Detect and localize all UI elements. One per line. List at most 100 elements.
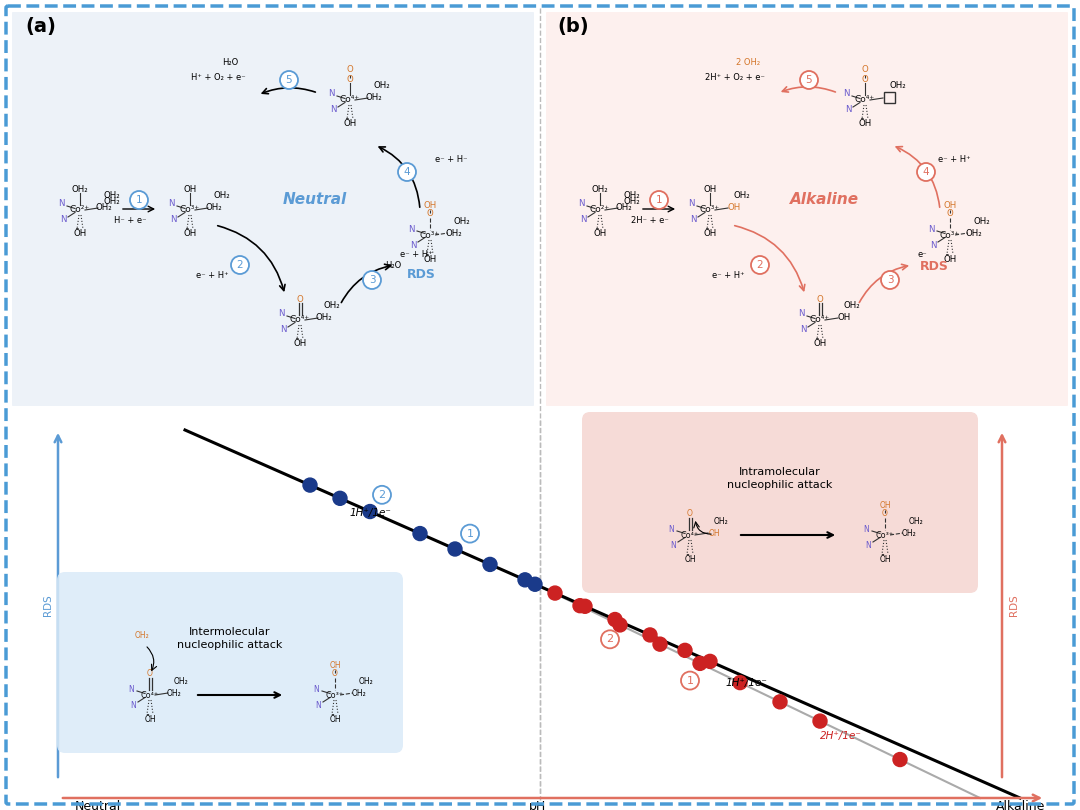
Text: Co⁴⁺: Co⁴⁺ (855, 96, 875, 104)
Text: ŌH: ŌH (145, 714, 156, 723)
FancyBboxPatch shape (57, 572, 403, 753)
Text: 5: 5 (806, 75, 812, 85)
Text: N: N (170, 215, 176, 224)
Circle shape (681, 671, 699, 689)
Text: OH: OH (943, 201, 957, 210)
Text: N: N (280, 326, 286, 335)
Text: e⁻ + H⁺: e⁻ + H⁺ (195, 271, 228, 280)
Text: N: N (928, 224, 934, 233)
Text: Co⁴⁺: Co⁴⁺ (810, 316, 831, 325)
Text: OH₂: OH₂ (214, 191, 231, 201)
FancyBboxPatch shape (546, 12, 1068, 406)
Text: N: N (865, 540, 870, 549)
Text: 1: 1 (687, 676, 693, 685)
Text: OH₂: OH₂ (966, 228, 983, 237)
Text: ŌH: ŌH (703, 229, 717, 238)
Text: N: N (59, 215, 66, 224)
Text: Co⁴⁺: Co⁴⁺ (680, 531, 699, 539)
Text: Co⁴⁺: Co⁴⁺ (140, 690, 159, 700)
Text: O: O (862, 75, 868, 83)
Circle shape (613, 618, 627, 632)
Circle shape (483, 557, 497, 571)
Text: e⁻ + H⁺: e⁻ + H⁺ (939, 155, 971, 164)
Circle shape (773, 695, 787, 709)
Circle shape (573, 599, 588, 612)
Circle shape (528, 578, 542, 591)
FancyBboxPatch shape (582, 412, 978, 593)
Text: ŌH: ŌH (294, 339, 307, 348)
Text: N: N (578, 199, 584, 208)
Text: OH₂: OH₂ (889, 82, 906, 91)
Text: e⁻ + H⁺: e⁻ + H⁺ (712, 271, 744, 280)
Text: 2H⁺/1e⁻: 2H⁺/1e⁻ (820, 731, 862, 741)
Text: N: N (313, 684, 319, 693)
Text: Co³⁺: Co³⁺ (180, 206, 200, 215)
Text: OH: OH (184, 185, 197, 194)
Circle shape (813, 714, 827, 728)
Text: Co³⁺: Co³⁺ (326, 690, 345, 700)
Text: nucleophilic attack: nucleophilic attack (177, 640, 283, 650)
Circle shape (363, 505, 377, 518)
Text: ŌH: ŌH (813, 339, 826, 348)
Text: pH: pH (528, 800, 545, 810)
Text: N: N (690, 215, 697, 224)
Text: Intramolecular: Intramolecular (739, 467, 821, 477)
Text: RDS: RDS (407, 268, 436, 281)
Text: OH₂: OH₂ (446, 228, 462, 237)
Text: OH₂: OH₂ (166, 688, 181, 697)
Text: OH₂: OH₂ (909, 517, 923, 526)
Text: OH: OH (423, 201, 436, 210)
Text: Co³⁺: Co³⁺ (700, 206, 720, 215)
Text: 4: 4 (922, 167, 929, 177)
Text: O: O (347, 66, 353, 75)
Text: Co³⁺: Co³⁺ (940, 231, 960, 240)
Text: OH₂: OH₂ (843, 301, 861, 310)
Text: Intermolecular: Intermolecular (189, 627, 271, 637)
Text: OH: OH (879, 501, 891, 509)
Circle shape (608, 612, 622, 626)
Circle shape (413, 526, 427, 540)
Circle shape (678, 643, 692, 658)
Text: N: N (129, 684, 134, 693)
Text: OH₂: OH₂ (902, 528, 916, 538)
Text: OH₂: OH₂ (366, 93, 382, 103)
Text: OH₂: OH₂ (359, 676, 374, 685)
Text: Co³⁺: Co³⁺ (420, 231, 440, 240)
Text: OH: OH (329, 660, 341, 670)
Text: 2 OH₂: 2 OH₂ (735, 58, 760, 67)
Text: N: N (329, 105, 336, 114)
Text: OH₂: OH₂ (352, 688, 366, 697)
Text: N: N (130, 701, 136, 710)
Text: ŌH: ŌH (879, 555, 891, 564)
Text: OH₂: OH₂ (616, 203, 633, 212)
Text: 2: 2 (757, 260, 764, 270)
Text: ŌH: ŌH (859, 120, 872, 129)
Text: OH₂: OH₂ (71, 185, 89, 194)
Text: (b): (b) (557, 17, 589, 36)
Text: N: N (930, 241, 936, 249)
Text: O: O (862, 66, 868, 75)
Text: N: N (327, 89, 334, 99)
Circle shape (461, 525, 480, 543)
Text: OH₂: OH₂ (714, 517, 729, 526)
Text: 3: 3 (368, 275, 376, 285)
Circle shape (643, 628, 657, 642)
Text: 1: 1 (656, 195, 662, 205)
Text: H⁻ + e⁻: H⁻ + e⁻ (113, 216, 146, 225)
Text: ŌH: ŌH (329, 714, 341, 723)
Text: O: O (147, 670, 153, 679)
Circle shape (800, 71, 818, 89)
Text: N: N (315, 701, 321, 710)
Text: N: N (57, 199, 64, 208)
Circle shape (703, 654, 717, 668)
Circle shape (373, 486, 391, 504)
Circle shape (893, 752, 907, 766)
Text: OH₂: OH₂ (205, 203, 222, 212)
Text: N: N (409, 241, 416, 249)
Text: ŌH: ŌH (73, 229, 86, 238)
Text: OH₂: OH₂ (174, 676, 189, 685)
Text: 2H⁻ + e⁻: 2H⁻ + e⁻ (631, 216, 669, 225)
Text: N: N (580, 215, 586, 224)
Circle shape (231, 256, 249, 274)
Text: 3: 3 (887, 275, 893, 285)
